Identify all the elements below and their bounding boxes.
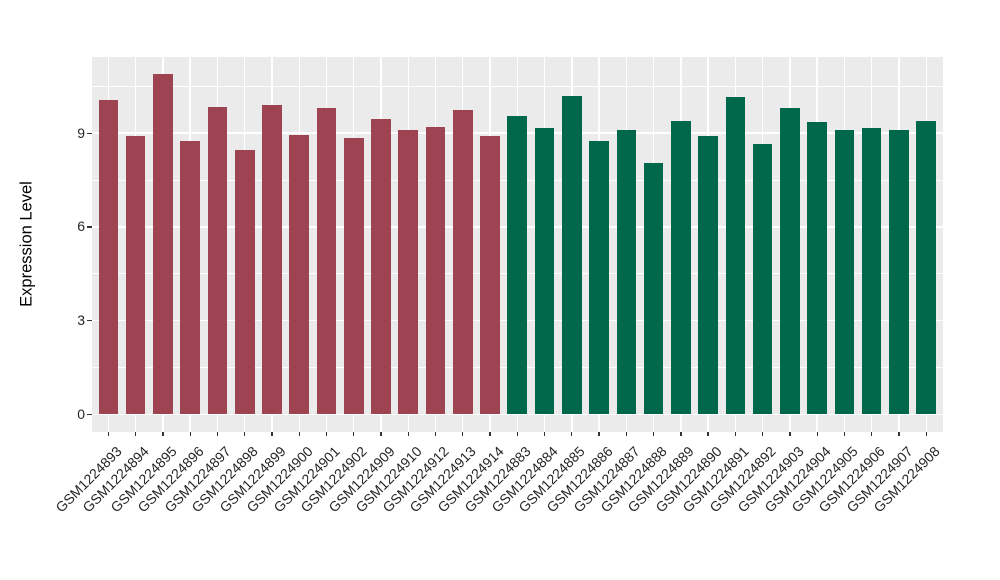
x-tick-mark [898,431,900,436]
x-tick-mark [189,431,191,436]
y-tick-label: 3 [77,312,85,329]
bar-GSM1224890 [698,136,718,415]
bar-GSM1224905 [834,130,855,415]
bar-GSM1224912 [425,126,446,415]
x-tick-mark [216,431,219,436]
bar-GSM1224898 [234,150,255,415]
x-tick-mark [162,431,164,436]
bar-GSM1224900 [289,134,310,415]
bar-GSM1224885 [562,95,582,415]
bar-GSM1224908 [916,120,936,415]
bar-GSM1224899 [262,105,282,415]
bar-GSM1224893 [98,100,119,415]
bar-GSM1224888 [643,162,664,415]
bar-GSM1224896 [180,140,200,415]
x-tick-mark [516,431,518,436]
bar-GSM1224886 [589,140,609,415]
y-tick-mark [87,319,92,322]
x-tick-mark [353,431,355,436]
bar-GSM1224907 [889,130,909,415]
bar-GSM1224887 [616,130,637,415]
x-tick-mark [652,431,655,436]
bar-GSM1224903 [780,108,800,415]
x-tick-mark [407,431,409,436]
bar-GSM1224894 [125,136,146,415]
bar-GSM1224891 [725,97,746,415]
x-tick-mark [489,431,491,436]
x-tick-mark [298,431,300,436]
bar-GSM1224883 [507,115,528,415]
x-tick-mark [789,431,791,436]
x-tick-mark [871,431,873,436]
y-axis-title: Expression Level [17,181,36,307]
bar-GSM1224895 [153,73,173,415]
x-tick-mark [271,431,273,436]
x-tick-mark [107,431,110,436]
bar-GSM1224914 [480,136,500,415]
x-tick-mark [816,431,818,436]
x-tick-mark [135,431,137,436]
x-tick-mark [707,431,709,436]
x-tick-mark [543,431,546,436]
x-tick-mark [571,431,573,436]
y-tick-label: 0 [77,405,85,422]
x-tick-mark [734,431,737,436]
bar-GSM1224902 [343,137,364,415]
x-tick-mark [325,431,328,436]
bar-GSM1224897 [207,106,228,415]
y-tick-mark [87,132,92,134]
x-tick-mark [462,431,464,436]
x-tick-mark [761,431,764,436]
x-tick-mark [925,431,927,436]
x-tick-mark [380,431,382,436]
bar-GSM1224892 [752,144,773,415]
y-tick-mark [87,226,92,228]
y-tick-label: 9 [77,124,85,141]
bar-GSM1224889 [671,120,691,415]
bar-GSM1224884 [534,128,555,415]
x-tick-mark [434,431,437,436]
bar-GSM1224909 [371,119,391,415]
plot-panel [92,57,943,432]
y-tick-label: 6 [77,218,85,235]
x-tick-mark [843,431,846,436]
x-tick-mark [680,431,682,436]
bar-GSM1224901 [316,108,337,415]
x-tick-mark [625,431,627,436]
x-tick-mark [244,431,246,436]
bar-GSM1224913 [452,109,473,415]
y-tick-mark [87,413,92,415]
x-tick-mark [598,431,600,436]
bar-GSM1224906 [861,128,882,415]
bar-GSM1224904 [807,122,827,415]
bar-GSM1224910 [398,130,419,415]
